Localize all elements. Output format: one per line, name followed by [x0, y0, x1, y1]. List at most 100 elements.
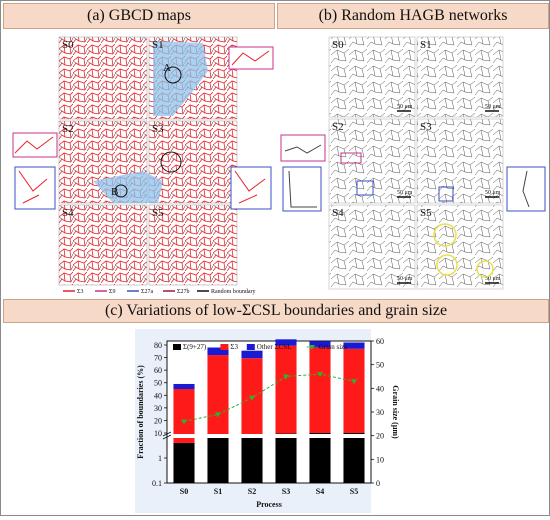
map-tile-s5 — [148, 204, 238, 286]
scale-bar-s0: 50 μm — [397, 104, 413, 110]
bar-s5-series-0 — [343, 433, 365, 483]
y-tick-label: 10 — [154, 429, 162, 438]
y2-tick-label: 10 — [376, 455, 384, 464]
map-label-s5: S5 — [152, 207, 164, 219]
bar-s4-series-0 — [309, 433, 331, 483]
network-label-s5: S5 — [420, 207, 432, 219]
region-b-label: B — [111, 186, 118, 198]
legend-sigma9: Σ9 — [109, 289, 116, 295]
scale-bar-s5: 50 μm — [485, 276, 501, 282]
y-tick-label: 50 — [154, 379, 162, 388]
network-tile-s2 — [328, 118, 416, 204]
x-tick-label: S5 — [350, 487, 358, 496]
legend-swatch-1 — [220, 344, 229, 350]
grain-size-point-3 — [283, 374, 289, 380]
panel-c-title: (c) Variations of low-ΣCSL boundaries an… — [104, 302, 448, 319]
bar-s0-series-0 — [173, 442, 195, 483]
network-label-s3: S3 — [420, 121, 432, 133]
map-label-s3: S3 — [152, 123, 164, 135]
panel-b-header: (b) Random HAGB networks — [277, 3, 549, 29]
panel-c-header: (c) Variations of low-ΣCSL boundaries an… — [3, 299, 549, 323]
map-label-s2: S2 — [62, 123, 74, 135]
axis-break-mark — [162, 434, 172, 440]
yellow-circle-1 — [433, 223, 457, 247]
bar-s3-series-0 — [275, 433, 297, 483]
y-tick-label: 80 — [154, 341, 162, 350]
plot-area — [166, 340, 372, 484]
legend-label-0: Σ(9+27) — [183, 343, 207, 351]
region-b-shade — [93, 171, 163, 203]
y2-tick-label: 40 — [376, 384, 384, 393]
panel-b-title: (b) Random HAGB networks — [318, 7, 508, 24]
y2-axis-label: Grain size (μm) — [391, 385, 400, 439]
bar-break-stripe — [343, 434, 365, 438]
scale-bar-s4: 50 μm — [397, 276, 413, 282]
panel-a-title: (a) GBCD maps — [87, 7, 191, 24]
chart-svg: 0.1 1 10 20 30 40 50 60 70 80 0 10 20 30 40 50 60 S0 S1 S2 S… — [135, 329, 400, 513]
y-axis-label: Fraction of boundaries (%) — [136, 365, 145, 459]
x-tick-label: S2 — [248, 487, 256, 496]
y2-tick-label: 20 — [376, 432, 384, 441]
yellow-circle-3 — [476, 260, 494, 278]
legend-swatch-2 — [246, 344, 255, 350]
bar-s4-series-2 — [309, 341, 331, 348]
x-tick-label: S0 — [180, 487, 188, 496]
y-tick-label: 20 — [154, 416, 162, 425]
bar-break-stripe — [275, 434, 297, 438]
grain-size-point-1 — [215, 412, 221, 418]
y2-tick-label: 0 — [376, 479, 380, 488]
bar-s5-series-2 — [343, 342, 365, 349]
region-a-label: A — [163, 62, 171, 74]
inset-s2-top — [12, 132, 58, 158]
hagb-networks-panel: S0 S1 S2 S3 S4 S5 50 μm 50 μm 50 μm 50 μ… — [277, 31, 549, 297]
gbcd-maps-svg: S0 S1 S2 S3 S4 S5 A B Σ3 Σ9 — [12, 36, 274, 295]
chart-panel: 0.1 1 10 20 30 40 50 60 70 80 0 10 20 30 40 50 60 S0 S1 S2 S… — [3, 323, 549, 515]
network-label-s4: S4 — [332, 207, 344, 219]
bar-break-stripe — [309, 434, 331, 438]
highlight-circle-b — [114, 184, 128, 198]
gbcd-legend: Σ3 Σ9 Σ27a Σ27b Random boundary — [63, 289, 256, 295]
map-label-s4: S4 — [62, 207, 74, 219]
x-tick-label: S4 — [316, 487, 324, 496]
highlight-circle-a — [164, 66, 182, 84]
map-tile-s4 — [58, 204, 148, 286]
map-label-s0: S0 — [62, 39, 74, 51]
hagb-networks-svg: S0 S1 S2 S3 S4 S5 50 μm 50 μm 50 μm 50 μ… — [280, 36, 546, 290]
network-tile-s4 — [328, 204, 416, 290]
map-label-s1: S1 — [152, 39, 164, 51]
legend-sigma3: Σ3 — [77, 289, 84, 295]
y2-tick-label: 50 — [376, 361, 384, 370]
legend-label-grain: Grian size — [319, 343, 348, 351]
y-tick-label: 60 — [154, 366, 162, 375]
highlight-box-s3 — [438, 186, 454, 202]
bar-s3-series-1 — [275, 345, 297, 434]
network-tile-s1 — [416, 36, 504, 118]
gbcd-maps-panel: S0 S1 S2 S3 S4 S5 A B Σ3 Σ9 — [3, 31, 275, 297]
network-tile-s5 — [416, 204, 504, 290]
y-tick-label: 70 — [154, 354, 162, 363]
scale-bar-s1: 50 μm — [485, 104, 501, 110]
highlight-circle — [160, 151, 182, 173]
network-label-s0: S0 — [332, 39, 344, 51]
legend-label-1: Σ3 — [230, 343, 238, 351]
bar-s1-series-0 — [207, 435, 229, 483]
bar-break-stripe — [207, 434, 229, 438]
network-label-s1: S1 — [420, 39, 432, 51]
x-tick-label: S3 — [282, 487, 290, 496]
x-tick-label: S1 — [214, 487, 222, 496]
network-inset-pink — [280, 134, 326, 162]
network-label-s2: S2 — [332, 121, 344, 133]
scale-bars: 50 μm 50 μm 50 μm 50 μm 50 μm 50 μm — [397, 104, 501, 284]
y2-tick-label: 30 — [376, 408, 384, 417]
network-tile-s0 — [328, 36, 416, 118]
bar-s0-series-1 — [173, 389, 195, 443]
y-tick-label: 0.1 — [152, 479, 162, 488]
y-tick-label: 40 — [154, 391, 162, 400]
highlight-box-s2 — [340, 152, 362, 164]
bar-s4-series-1 — [309, 347, 331, 433]
yellow-circle-2 — [436, 254, 458, 276]
grain-size-point-5 — [351, 379, 357, 385]
highlight-box-s2-blue — [356, 180, 374, 196]
grain-size-point-0 — [181, 419, 187, 425]
